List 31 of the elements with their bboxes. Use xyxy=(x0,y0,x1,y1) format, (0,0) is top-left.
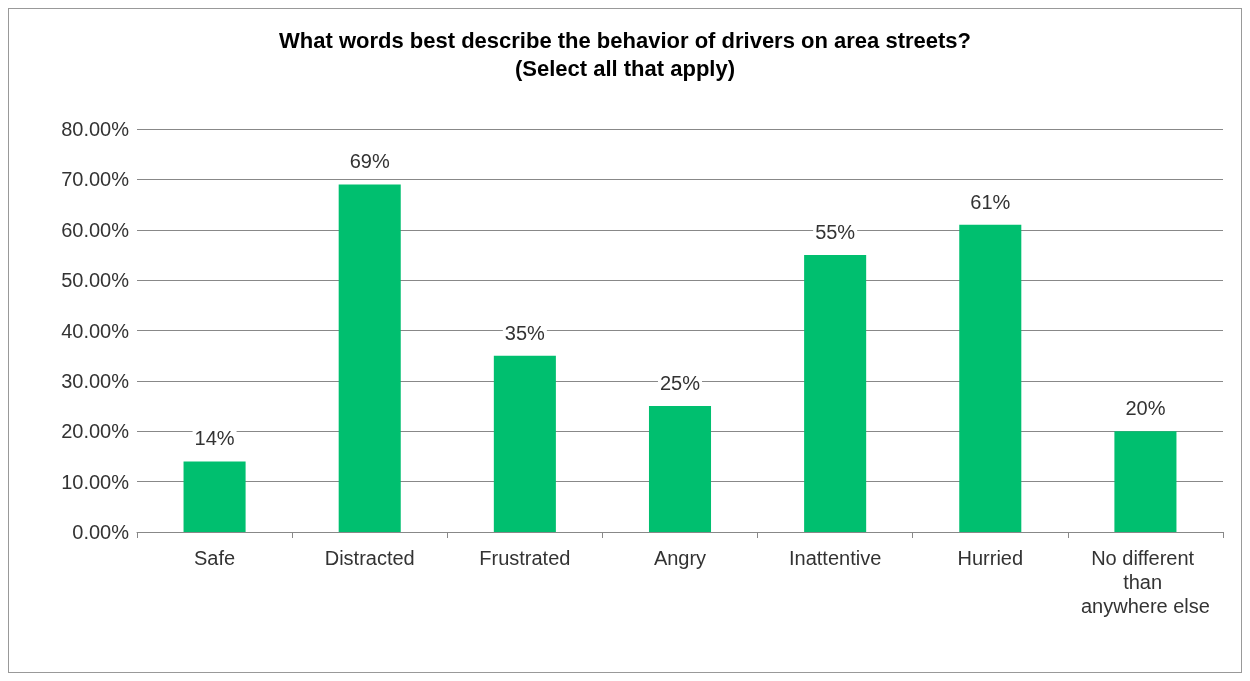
x-tick-label: Distracted xyxy=(324,547,415,569)
bar xyxy=(183,461,246,532)
bar xyxy=(648,406,712,532)
y-tick-label: 80.00% xyxy=(61,118,130,140)
bar xyxy=(493,355,556,532)
chart-title: What words best describe the behavior of drivers on area streets? (Select all that apply) xyxy=(279,27,971,81)
x-tick-label: Angry xyxy=(653,547,707,569)
y-tick-label: 0.00% xyxy=(72,521,130,543)
bar xyxy=(804,254,867,532)
bar xyxy=(1114,431,1177,532)
x-tick-label: Hurried xyxy=(957,547,1024,569)
y-tick-label: 10.00% xyxy=(61,470,130,493)
bar xyxy=(959,224,1022,532)
x-tick-label: Inattentive xyxy=(788,547,882,569)
data-label: 69% xyxy=(349,150,390,173)
bar xyxy=(338,184,401,532)
data-label: 35% xyxy=(504,321,546,344)
y-tick-label: 60.00% xyxy=(61,218,130,241)
x-tick-label: Frustrated xyxy=(479,547,571,569)
x-tick-label: Safe xyxy=(193,547,236,569)
y-tick-label: 20.00% xyxy=(61,420,130,443)
data-label: 14% xyxy=(194,427,235,450)
data-label: 61% xyxy=(970,190,1011,213)
data-label: 55% xyxy=(815,220,856,243)
x-tick-label: No different than anywhere else xyxy=(1080,547,1210,617)
data-label: 25% xyxy=(659,372,701,395)
y-tick-label: 70.00% xyxy=(61,168,130,191)
y-tick-label: 50.00% xyxy=(61,269,130,292)
y-tick-label: 40.00% xyxy=(61,319,130,342)
data-label: 20% xyxy=(1125,397,1166,420)
y-tick-label: 30.00% xyxy=(61,369,130,392)
